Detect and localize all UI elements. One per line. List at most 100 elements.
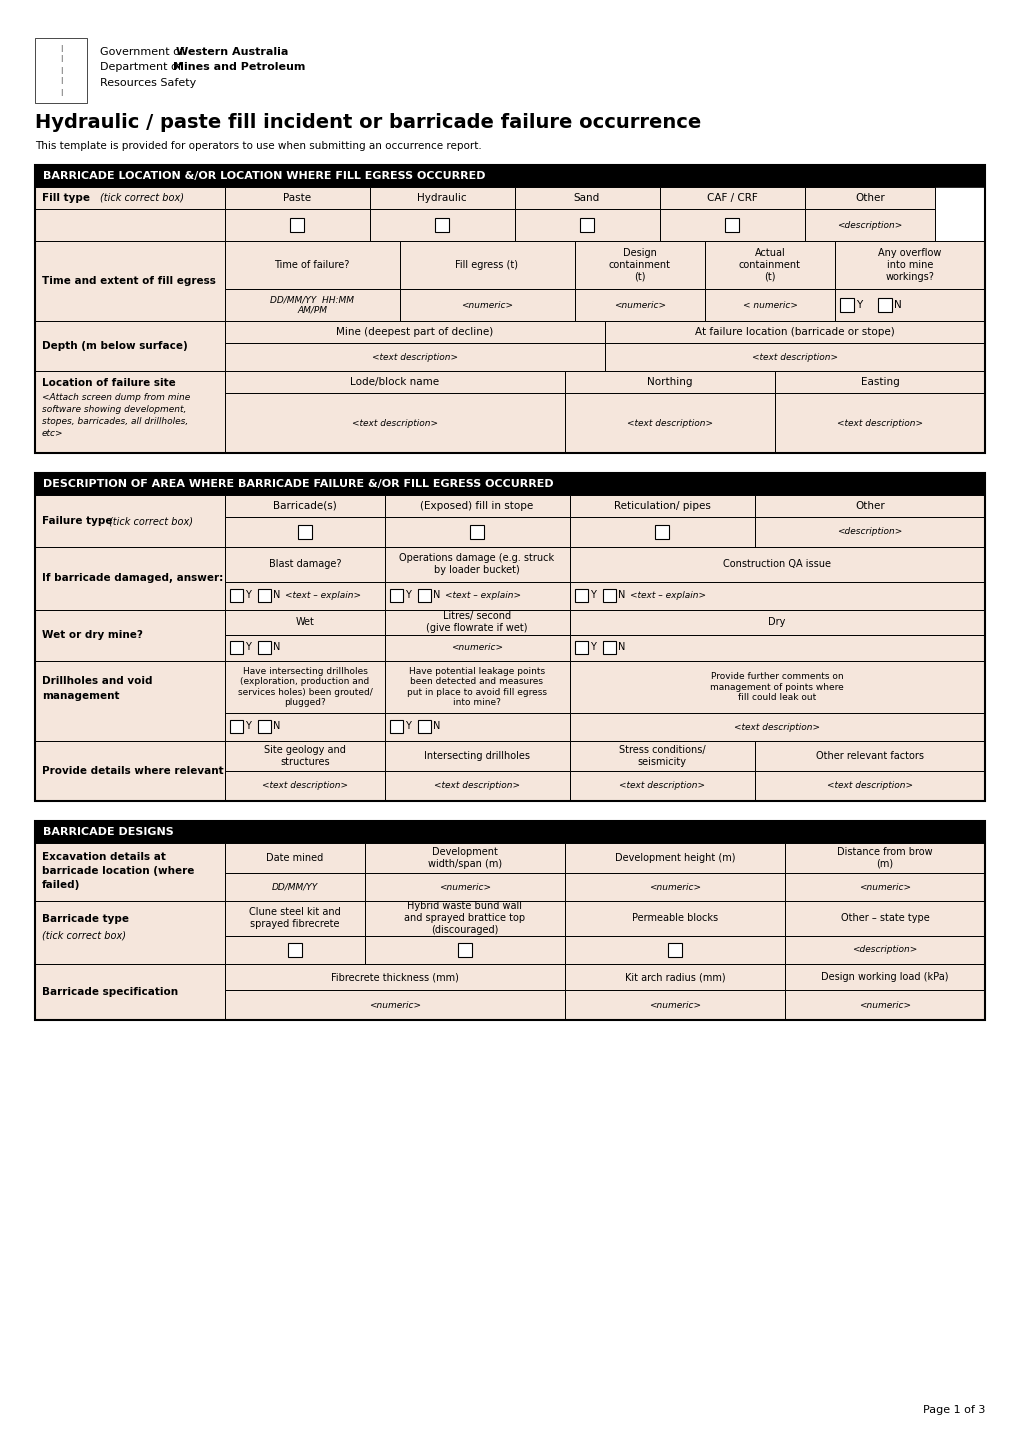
Bar (575, 589, 587, 602)
Text: Barricade specification: Barricade specification (42, 987, 178, 997)
Text: This template is provided for operators to use when submitting an occurrence rep: This template is provided for operators … (35, 141, 481, 152)
Bar (470, 525, 484, 540)
Text: Depth (m below surface): Depth (m below surface) (42, 341, 187, 351)
Text: |: | (60, 88, 62, 95)
Text: <text description>: <text description> (262, 782, 347, 791)
Text: (tick correct box): (tick correct box) (100, 193, 183, 203)
Text: Have potential leakage points
been detected and measures
put in place to avoid f: Have potential leakage points been detec… (407, 667, 546, 707)
Bar (840, 299, 853, 312)
Text: <text description>: <text description> (352, 418, 437, 427)
Bar (434, 218, 448, 232)
Text: <text description>: <text description> (372, 352, 458, 362)
Bar (835, 241, 984, 289)
Bar (384, 495, 570, 517)
Text: software showing development,: software showing development, (42, 404, 186, 414)
Text: Reticulation/ pipes: Reticulation/ pipes (613, 501, 710, 511)
Text: Y: Y (405, 722, 411, 732)
Bar (225, 937, 365, 964)
Text: Provide further comments on
management of points where
fill could leak out: Provide further comments on management o… (709, 672, 843, 701)
Bar (298, 525, 312, 540)
Bar (570, 547, 984, 582)
Text: Fill egress (t): Fill egress (t) (455, 260, 518, 270)
Text: Other: Other (854, 501, 884, 511)
Text: Kit arch radius (mm): Kit arch radius (mm) (624, 973, 725, 983)
Text: N: N (618, 642, 625, 652)
Text: <text description>: <text description> (837, 418, 922, 427)
Bar (35, 473, 984, 801)
Text: <Attach screen dump from mine: <Attach screen dump from mine (42, 392, 191, 401)
Text: N: N (273, 722, 280, 732)
Text: Dry: Dry (767, 618, 785, 628)
Text: Permeable blocks: Permeable blocks (632, 913, 717, 924)
Text: CAF / CRF: CAF / CRF (706, 193, 757, 203)
Text: <text description>: <text description> (826, 782, 912, 791)
Bar (35, 38, 87, 102)
Text: <description>: <description> (852, 945, 917, 954)
Text: At failure location (barricade or stope): At failure location (barricade or stope) (694, 328, 894, 338)
Bar (258, 641, 271, 654)
Text: < numeric>: < numeric> (742, 300, 797, 309)
Text: Development
width/span (m): Development width/span (m) (428, 847, 501, 869)
Bar (654, 525, 668, 540)
Text: Stress conditions/
seismicity: Stress conditions/ seismicity (619, 745, 704, 766)
Bar (659, 188, 804, 209)
Bar (575, 241, 704, 289)
Bar (602, 641, 615, 654)
Bar (804, 209, 934, 241)
Bar (365, 937, 565, 964)
Bar (225, 343, 604, 371)
Text: Hybrid waste bund wall
and sprayed brattice top
(discouraged): Hybrid waste bund wall and sprayed bratt… (405, 902, 525, 935)
Bar (774, 392, 984, 453)
Text: stopes, barricades, all drillholes,: stopes, barricades, all drillholes, (42, 417, 189, 426)
Bar (35, 188, 225, 209)
Bar (570, 771, 754, 801)
Bar (35, 165, 984, 453)
Bar (418, 720, 431, 733)
Bar (225, 900, 365, 937)
Text: Any overflow
into mine
workings?: Any overflow into mine workings? (877, 248, 941, 281)
Text: Y: Y (589, 642, 595, 652)
Text: Actual
containment
(t): Actual containment (t) (739, 248, 800, 281)
Text: Hydraulic / paste fill incident or barricade failure occurrence: Hydraulic / paste fill incident or barri… (35, 113, 701, 131)
Bar (35, 165, 984, 188)
Text: Easting: Easting (860, 377, 899, 387)
Bar (565, 371, 774, 392)
Text: Intersecting drillholes: Intersecting drillholes (424, 750, 530, 760)
Text: N: N (433, 590, 446, 600)
Text: <text description>: <text description> (619, 782, 704, 791)
Bar (35, 661, 225, 742)
Bar (35, 241, 225, 320)
Text: Wet: Wet (296, 618, 314, 628)
Text: <description>: <description> (837, 221, 902, 229)
Bar (418, 589, 431, 602)
Text: |: | (60, 45, 62, 52)
Text: barricade location (where: barricade location (where (42, 866, 195, 876)
Bar (570, 661, 984, 713)
Bar (384, 582, 570, 610)
Text: Western Australia: Western Australia (176, 48, 288, 58)
Bar (570, 517, 754, 547)
Bar (384, 742, 570, 771)
Bar (35, 843, 225, 900)
Text: Have intersecting drillholes
(exploration, production and
services holes) been g: Have intersecting drillholes (exploratio… (237, 667, 372, 707)
Bar (389, 720, 403, 733)
Bar (565, 900, 785, 937)
Bar (35, 821, 984, 1020)
Bar (877, 299, 892, 312)
Bar (225, 495, 384, 517)
Bar (225, 209, 370, 241)
Text: <text description>: <text description> (627, 418, 712, 427)
Bar (785, 873, 984, 900)
Text: <numeric>: <numeric> (461, 300, 513, 309)
Text: Y: Y (245, 722, 251, 732)
Text: N: N (618, 590, 631, 600)
Text: Lode/block name: Lode/block name (351, 377, 439, 387)
Text: Fill type: Fill type (42, 193, 94, 203)
Text: |: | (60, 55, 62, 62)
Bar (570, 713, 984, 742)
Text: (tick correct box): (tick correct box) (109, 517, 193, 527)
Text: <text description>: <text description> (433, 782, 520, 791)
Text: (tick correct box): (tick correct box) (42, 929, 126, 939)
Bar (35, 742, 225, 801)
Text: Northing: Northing (647, 377, 692, 387)
